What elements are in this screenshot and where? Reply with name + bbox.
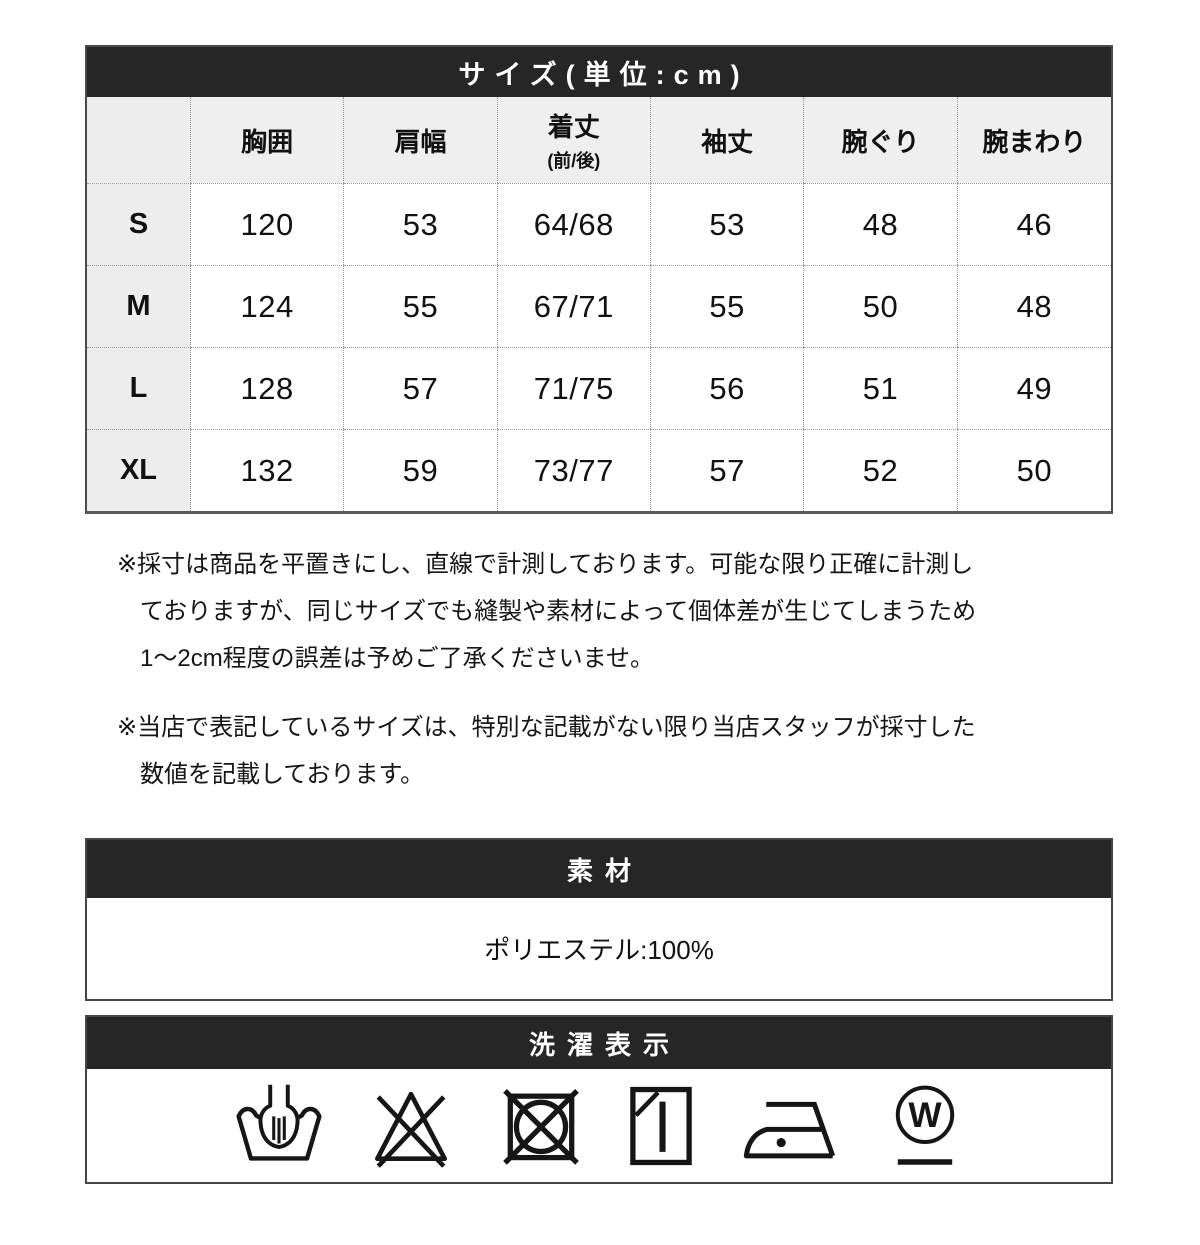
table-cell: 52: [804, 429, 958, 511]
note-line: ※採寸は商品を平置きにし、直線で計測しております。可能な限り正確に計測し: [117, 551, 974, 578]
table-cell: 46: [957, 183, 1111, 265]
table-cell: 67/71: [497, 265, 651, 347]
note-line: 数値を記載しております。: [140, 761, 425, 788]
table-cell: 48: [957, 265, 1111, 347]
size-label-s: S: [87, 183, 191, 265]
table-cell: 132: [191, 429, 345, 511]
note-line: ※当店で表記しているサイズは、特別な記載がない限り当店スタッフが採寸した: [117, 714, 976, 741]
measurement-notes: ※採寸は商品を平置きにし、直線で計測しております。可能な限り正確に計測し ており…: [85, 541, 1113, 798]
table-cell: 53: [344, 183, 498, 265]
note-measurement-accuracy: ※採寸は商品を平置きにし、直線で計測しております。可能な限り正確に計測し ており…: [85, 541, 1113, 682]
do-not-bleach-icon: [364, 1083, 458, 1169]
care-section-title: 洗濯表示: [87, 1017, 1111, 1069]
table-cell: 124: [191, 265, 345, 347]
table-cell: 53: [650, 183, 805, 265]
wet-clean-gentle-icon: W: [885, 1080, 965, 1172]
table-cell: 57: [344, 347, 498, 429]
material-value: ポリエステル:100%: [87, 898, 1111, 999]
column-header-shoulder: 肩幅: [344, 97, 498, 183]
table-cell: 55: [650, 265, 805, 347]
size-table-title: サイズ(単位:cm): [87, 47, 1111, 97]
line-dry-in-shade-icon: [623, 1083, 699, 1169]
table-cell: 50: [804, 265, 958, 347]
corner-cell: [87, 97, 191, 183]
size-label-l: L: [87, 347, 191, 429]
hand-wash-icon: [233, 1083, 325, 1169]
table-cell: 57: [650, 429, 805, 511]
length-front-back-note: (前/後): [547, 151, 601, 171]
size-table-grid: 胸囲 肩幅 着丈 (前/後) 袖丈 腕ぐり 腕まわり S 120 53 64/6…: [87, 97, 1111, 511]
table-cell: 49: [957, 347, 1111, 429]
table-cell: 59: [344, 429, 498, 511]
table-cell: 120: [191, 183, 345, 265]
size-label-xl: XL: [87, 429, 191, 511]
care-symbols-row: W: [87, 1069, 1111, 1182]
table-cell: 55: [344, 265, 498, 347]
size-label-m: M: [87, 265, 191, 347]
note-line: ておりますが、同じサイズでも縫製や素材によって個体差が生じてしまうため: [140, 598, 977, 625]
column-header-length: 着丈 (前/後): [497, 97, 651, 183]
table-cell: 73/77: [497, 429, 651, 511]
wet-clean-letter: W: [908, 1095, 942, 1134]
table-cell: 64/68: [497, 183, 651, 265]
do-not-tumble-dry-icon: [497, 1083, 585, 1169]
material-section-title: 素材: [87, 840, 1111, 898]
care-section: 洗濯表示: [85, 1015, 1113, 1184]
table-cell: 48: [804, 183, 958, 265]
table-cell: 56: [650, 347, 805, 429]
table-cell: 50: [957, 429, 1111, 511]
material-section: 素材 ポリエステル:100%: [85, 838, 1113, 1001]
table-cell: 128: [191, 347, 345, 429]
size-chart-page: サイズ(単位:cm) 胸囲 肩幅 着丈 (前/後) 袖丈 腕ぐり 腕まわり S …: [85, 45, 1113, 1184]
table-cell: 51: [804, 347, 958, 429]
column-header-chest: 胸囲: [191, 97, 345, 183]
size-table: サイズ(単位:cm) 胸囲 肩幅 着丈 (前/後) 袖丈 腕ぐり 腕まわり S …: [85, 45, 1113, 514]
iron-low-heat-icon: [738, 1086, 846, 1166]
table-cell: 71/75: [497, 347, 651, 429]
note-line: 1〜2cm程度の誤差は予めご了承くださいませ。: [140, 645, 654, 672]
column-header-armhole: 腕ぐり: [804, 97, 958, 183]
column-header-sleeve: 袖丈: [650, 97, 805, 183]
note-staff-measured: ※当店で表記しているサイズは、特別な記載がない限り当店スタッフが採寸した 数値を…: [85, 704, 1113, 798]
column-header-arm-circumference: 腕まわり: [957, 97, 1111, 183]
